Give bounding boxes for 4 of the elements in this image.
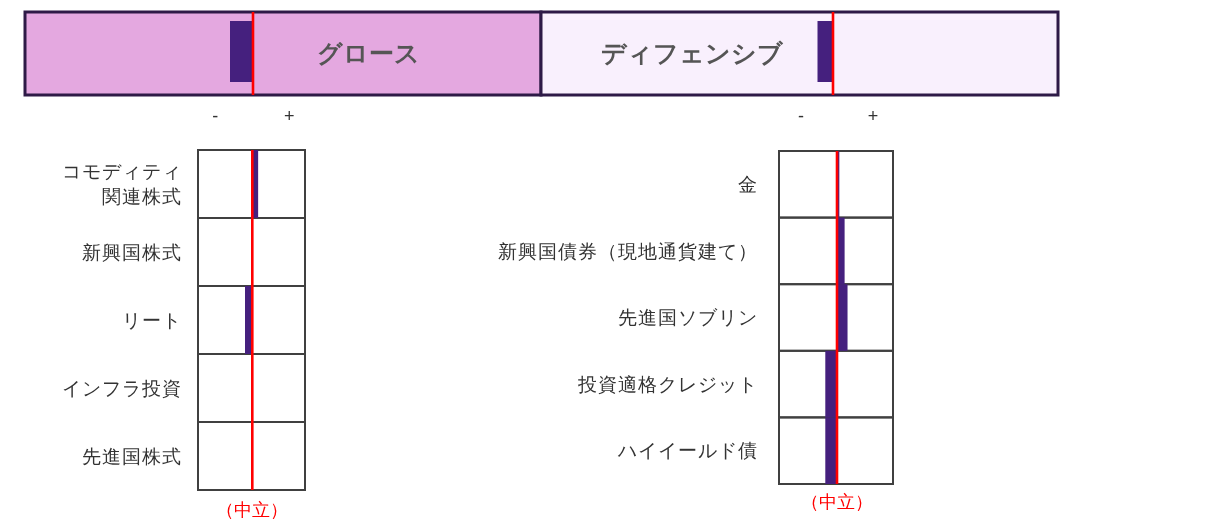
annotation: - — [798, 106, 804, 126]
annotation: + — [284, 106, 295, 126]
annotation: + — [867, 106, 879, 126]
annotation: - — [212, 106, 219, 126]
